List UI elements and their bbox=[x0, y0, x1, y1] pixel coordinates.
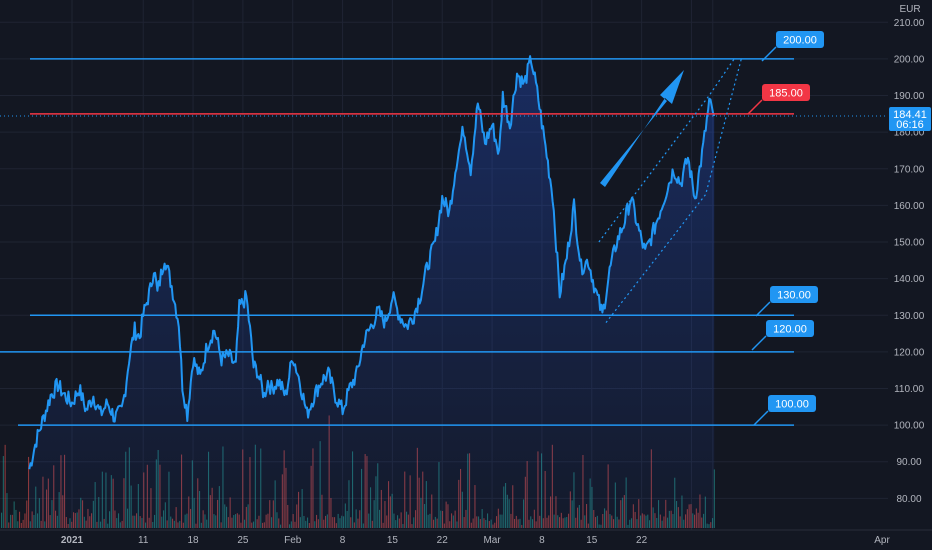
y-tick-140.00: 140.00 bbox=[894, 274, 925, 285]
label-pointer-185.00 bbox=[747, 99, 763, 115]
volume-bar bbox=[26, 500, 28, 528]
y-tick-80.00: 80.00 bbox=[896, 494, 921, 505]
volume-bar bbox=[17, 521, 19, 528]
x-tick-8: 8 bbox=[340, 535, 346, 546]
horizontal-levels[interactable] bbox=[0, 58, 888, 426]
x-tick-Feb: Feb bbox=[284, 535, 302, 546]
y-tick-200.00: 200.00 bbox=[894, 54, 925, 65]
x-tick-22: 22 bbox=[437, 535, 449, 546]
label-pointer-200.00 bbox=[761, 46, 777, 62]
up-arrow-icon[interactable] bbox=[600, 70, 684, 187]
channel-line-lower[interactable] bbox=[605, 58, 742, 323]
level-label-box-185.00 bbox=[762, 84, 810, 101]
x-tick-Mar: Mar bbox=[483, 535, 501, 546]
volume-bar bbox=[6, 493, 8, 528]
y-tick-210.00: 210.00 bbox=[894, 18, 925, 29]
trend-channel[interactable] bbox=[598, 58, 742, 323]
x-tick-8: 8 bbox=[539, 535, 545, 546]
volume-bar bbox=[4, 444, 6, 528]
level-label-100.00: 100.00 bbox=[775, 399, 809, 411]
y-tick-150.00: 150.00 bbox=[894, 238, 925, 249]
level-labels: 200.00 185.00 130.00 120.00 100.00 bbox=[747, 31, 824, 426]
y-tick-120.00: 120.00 bbox=[894, 347, 925, 358]
level-label-130.00: 130.00 bbox=[777, 290, 811, 302]
y-tick-160.00: 160.00 bbox=[894, 201, 925, 212]
label-pointer-100.00 bbox=[753, 410, 769, 426]
current-price-tag bbox=[889, 107, 931, 132]
volume-bar bbox=[8, 522, 10, 528]
trend-arrow[interactable] bbox=[600, 70, 684, 187]
y-tick-100.00: 100.00 bbox=[894, 421, 925, 432]
volume-bar bbox=[20, 522, 22, 528]
level-label-box-200.00 bbox=[776, 31, 824, 48]
x-tick-2021: 2021 bbox=[61, 535, 84, 546]
volume-bar bbox=[24, 513, 26, 528]
x-tick-11: 11 bbox=[138, 535, 149, 546]
volume-bar bbox=[28, 456, 30, 528]
level-label-box-100.00 bbox=[768, 395, 816, 412]
label-pointer-120.00 bbox=[751, 335, 767, 351]
y-tick-90.00: 90.00 bbox=[896, 457, 921, 468]
y-tick-190.00: 190.00 bbox=[894, 91, 925, 102]
level-label-box-130.00 bbox=[770, 286, 818, 303]
level-label-box-120.00 bbox=[766, 320, 814, 337]
volume-bar bbox=[11, 514, 13, 528]
x-tick-15: 15 bbox=[586, 535, 598, 546]
channel-line-upper[interactable] bbox=[598, 58, 735, 243]
level-label-120.00: 120.00 bbox=[773, 324, 807, 336]
volume-bar bbox=[19, 511, 21, 528]
y-tick-130.00: 130.00 bbox=[894, 311, 925, 322]
label-pointer-130.00 bbox=[755, 301, 771, 317]
current-price-countdown: 06:16 bbox=[896, 119, 924, 131]
y-tick-110.00: 110.00 bbox=[894, 384, 924, 395]
volume-bar bbox=[1, 512, 3, 528]
y-tick-170.00: 170.00 bbox=[894, 164, 925, 175]
y-axis-background bbox=[888, 0, 932, 550]
volume-bar bbox=[2, 456, 4, 528]
price-line[interactable] bbox=[28, 55, 716, 470]
volume-bar bbox=[15, 509, 17, 528]
level-label-200.00: 200.00 bbox=[783, 35, 817, 47]
x-tick-15: 15 bbox=[387, 535, 399, 546]
volume-bar bbox=[22, 519, 24, 528]
current-price-value: 184.41 bbox=[893, 109, 927, 121]
level-label-185.00: 185.00 bbox=[769, 88, 803, 100]
x-tick-Apr: Apr bbox=[874, 535, 890, 546]
x-tick-18: 18 bbox=[187, 535, 199, 546]
x-tick-25: 25 bbox=[237, 535, 249, 546]
volume-bar bbox=[10, 514, 12, 528]
price-area-fill bbox=[29, 56, 715, 528]
x-axis-background bbox=[0, 530, 932, 550]
volume-bar bbox=[713, 469, 715, 528]
y-tick-180.00: 180.00 bbox=[894, 128, 925, 139]
x-tick-22: 22 bbox=[636, 535, 648, 546]
currency-label: EUR bbox=[899, 4, 920, 15]
price-area bbox=[28, 55, 716, 528]
volume-bar bbox=[13, 501, 15, 528]
